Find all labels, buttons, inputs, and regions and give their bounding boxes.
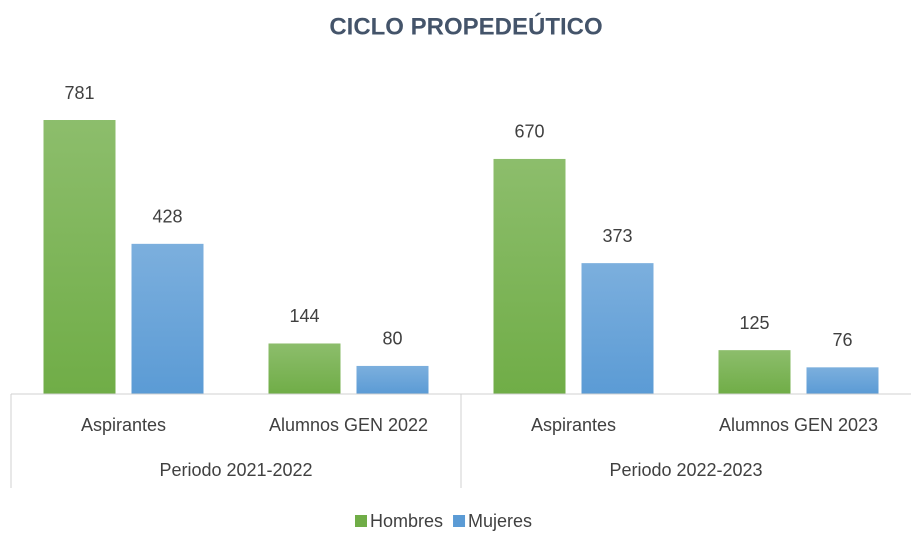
data-label: 76 — [832, 330, 852, 350]
data-label: 781 — [64, 83, 94, 103]
data-label: 125 — [739, 313, 769, 333]
bar — [493, 158, 566, 394]
x-tick-label: Aspirantes — [81, 415, 166, 435]
bar — [356, 365, 429, 394]
legend-swatch — [453, 515, 466, 527]
data-label: 428 — [152, 207, 182, 227]
legend-label: Mujeres — [468, 511, 532, 531]
bar — [806, 367, 879, 394]
x-tick-label: Alumnos GEN 2022 — [269, 415, 428, 435]
legend-label: Hombres — [370, 511, 443, 531]
chart-title: CICLO PROPEDEÚTICO — [329, 12, 602, 40]
data-label: 80 — [382, 329, 402, 349]
data-label: 670 — [514, 122, 544, 142]
bar — [43, 120, 116, 394]
bar — [581, 263, 654, 394]
data-label: 144 — [289, 306, 319, 326]
x-tick-label: Aspirantes — [531, 415, 616, 435]
bar — [131, 243, 204, 394]
x-tick-label: Alumnos GEN 2023 — [719, 415, 878, 435]
group-label: Periodo 2022-2023 — [609, 460, 762, 480]
bar — [268, 343, 341, 394]
bar — [718, 350, 791, 394]
legend-swatch — [355, 515, 367, 527]
data-label: 373 — [602, 226, 632, 246]
group-label: Periodo 2021-2022 — [159, 460, 312, 480]
